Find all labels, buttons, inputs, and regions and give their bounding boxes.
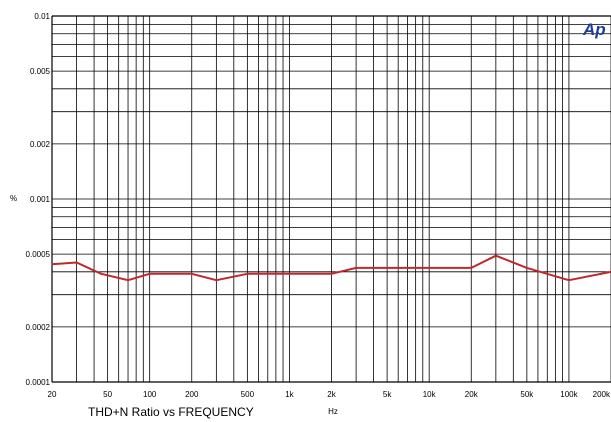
data-point [149, 273, 151, 275]
data-point [127, 279, 129, 281]
x-axis-label: Hz [328, 407, 338, 416]
x-tick-label: 100k [560, 390, 578, 399]
data-point [76, 261, 78, 264]
data-point [246, 273, 248, 275]
data-point [355, 267, 357, 269]
x-tick-label: 500 [241, 390, 255, 399]
x-tick-label: 10k [423, 390, 437, 399]
data-point [288, 273, 291, 275]
data-point [428, 267, 430, 269]
x-tick-label: 1k [285, 390, 294, 399]
data-point [100, 273, 102, 275]
x-tick-label: 50k [520, 390, 534, 399]
data-point [568, 279, 570, 281]
x-tick-label: 20k [465, 390, 479, 399]
y-tick-label: 0.0002 [26, 323, 51, 332]
y-tick-label: 0.005 [30, 67, 51, 76]
data-point [470, 267, 472, 269]
data-point [330, 273, 333, 275]
series-line [51, 254, 611, 282]
x-tick-label: 2k [327, 390, 336, 399]
y-tick-label: 0.0001 [26, 378, 51, 387]
y-tick-label: 0.002 [30, 140, 51, 149]
data-point [215, 279, 217, 281]
y-axis-label: % [10, 194, 17, 203]
data-point [191, 273, 193, 275]
x-tick-label: 20 [48, 390, 57, 399]
y-tick-label: 0.001 [30, 195, 51, 204]
data-point [495, 255, 497, 257]
brand-logo: Ap [582, 20, 606, 39]
data-point [526, 267, 528, 269]
series-layer [51, 254, 611, 282]
y-tick-label: 0.01 [34, 12, 50, 21]
tick-layer: 20 50 100 200 500 1k 2k 5k 10k 20k 50k 100k 200k 0.00… [26, 12, 611, 399]
x-tick-label: 100 [143, 390, 157, 399]
x-tick-label: 200 [185, 390, 199, 399]
chart-title: THD+N Ratio vs FREQUENCY [88, 405, 254, 419]
data-point [51, 263, 53, 265]
y-tick-label: 0.0005 [26, 250, 51, 259]
data-point [386, 267, 388, 269]
x-tick-label: 200k [593, 390, 611, 399]
x-tick-label: 50 [103, 390, 112, 399]
grid-layer [51, 15, 611, 383]
x-tick-label: 5k [383, 390, 392, 399]
